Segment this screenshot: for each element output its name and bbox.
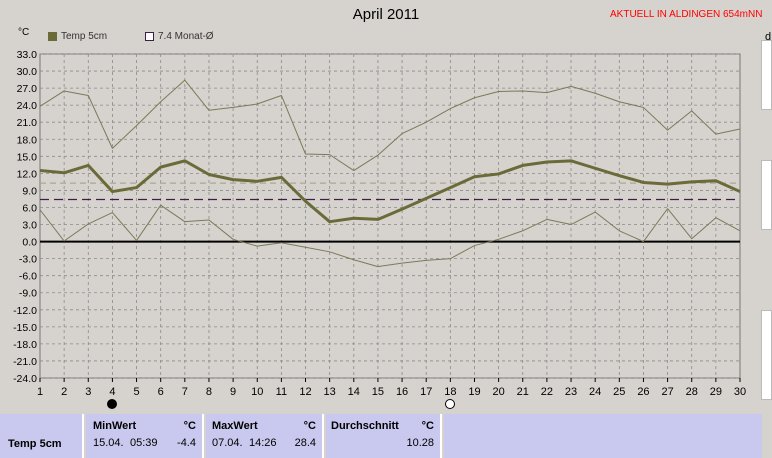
chart-title: April 2011: [352, 6, 420, 23]
x-tick-label: 3: [85, 386, 91, 398]
x-tick-label: 13: [324, 386, 336, 398]
y-tick-label: 24.0: [17, 100, 38, 112]
series-line-max: [39, 79, 741, 172]
y-tick-label: -15.0: [13, 322, 37, 334]
legend-item-month-avg: 7.4 Monat-Ø: [145, 31, 214, 42]
x-tick-label: 2: [61, 386, 67, 398]
y-tick-label: -24.0: [13, 373, 37, 385]
y-tick-label: 3.0: [22, 220, 37, 232]
x-tick-label: 10: [251, 386, 263, 398]
x-tick-label: 19: [468, 386, 480, 398]
x-tick-label: 9: [230, 386, 236, 398]
avg-header: Durchschnitt: [331, 420, 399, 432]
y-tick-label: 30.0: [17, 66, 38, 78]
y-tick-label: -21.0: [13, 356, 37, 368]
y-tick-label: -9.0: [19, 288, 37, 300]
stats-row-label: Temp 5cm: [8, 438, 62, 450]
x-tick-label: 22: [541, 386, 553, 398]
max-value: 28.4: [294, 437, 316, 449]
empty-cell: [444, 414, 762, 458]
x-tick-label: 16: [396, 386, 408, 398]
min-header: MinWert: [93, 420, 137, 432]
y-tick-label: 18.0: [17, 134, 38, 146]
min-unit: °C: [183, 420, 196, 432]
x-tick-label: 18: [444, 386, 456, 398]
y-unit-label: °C: [18, 27, 30, 38]
temperature-chart: 33.030.027.024.021.018.015.012.09.06.03.…: [13, 49, 746, 398]
x-tick-label: 21: [517, 386, 529, 398]
x-tick-label: 1: [37, 386, 43, 398]
x-tick-label: 29: [710, 386, 722, 398]
legend-label-month-avg: 7.4 Monat-Ø: [158, 31, 214, 42]
x-tick-label: 12: [299, 386, 311, 398]
legend-swatch-month-avg: [145, 32, 154, 41]
series-line-mean: [39, 159, 741, 224]
x-tick-label: 25: [613, 386, 625, 398]
min-cell: MinWert °C 15.04. 05:39 -4.4: [86, 414, 204, 458]
x-tick-label: 30: [734, 386, 746, 398]
y-tick-label: -6.0: [19, 271, 37, 283]
new-moon-icon: [107, 399, 118, 409]
y-tick-label: -3.0: [19, 254, 37, 266]
avg-cell: Durchschnitt °C 10.28: [326, 414, 442, 458]
series-line-min: [39, 204, 741, 268]
min-time: 05:39: [130, 437, 158, 449]
x-tick-label: 27: [661, 386, 673, 398]
stats-table: Temp 5cm MinWert °C 15.04. 05:39 -4.4 Ma…: [0, 414, 772, 458]
x-tick-label: 24: [589, 386, 601, 398]
x-tick-label: 26: [637, 386, 649, 398]
min-value: -4.4: [177, 437, 196, 449]
max-cell: MaxWert °C 07.04. 14:26 28.4: [206, 414, 324, 458]
max-date: 07.04.: [212, 437, 243, 449]
max-unit: °C: [303, 420, 316, 432]
station-label: AKTUELL IN ALDINGEN 654mNN: [610, 9, 763, 20]
legend-item-temp: Temp 5cm: [48, 31, 107, 42]
y-tick-label: 21.0: [17, 117, 38, 129]
y-tick-label: 0.0: [22, 237, 37, 249]
avg-unit: °C: [421, 420, 434, 432]
legend-label-temp: Temp 5cm: [61, 31, 108, 42]
max-time: 14:26: [249, 437, 277, 449]
x-tick-label: 23: [565, 386, 577, 398]
y-tick-label: -12.0: [13, 305, 37, 317]
max-header: MaxWert: [212, 420, 258, 432]
y-tick-label: 33.0: [17, 49, 38, 61]
x-tick-label: 7: [182, 386, 188, 398]
x-tick-label: 6: [158, 386, 164, 398]
plot-area: [39, 53, 741, 379]
y-tick-label: 27.0: [17, 83, 38, 95]
avg-value: 10.28: [406, 437, 434, 449]
y-tick-label: 6.0: [22, 202, 37, 214]
legend-swatch-temp: [48, 32, 57, 41]
right-edge-text: d: [765, 31, 772, 43]
y-tick-label: 12.0: [17, 168, 38, 180]
x-tick-label: 15: [372, 386, 384, 398]
x-tick-label: 17: [420, 386, 432, 398]
y-tick-label: -18.0: [13, 339, 37, 351]
x-tick-label: 4: [109, 386, 115, 398]
y-tick-label: 9.0: [22, 185, 37, 197]
x-tick-label: 14: [348, 386, 360, 398]
stats-row-label-cell: Temp 5cm: [0, 414, 84, 458]
x-tick-label: 20: [492, 386, 504, 398]
x-tick-label: 11: [276, 386, 287, 398]
y-tick-label: 15.0: [17, 151, 38, 163]
full-moon-icon: [445, 399, 456, 409]
min-date: 15.04.: [93, 437, 124, 449]
x-tick-label: 28: [686, 386, 698, 398]
x-tick-label: 5: [133, 386, 139, 398]
x-tick-label: 8: [206, 386, 212, 398]
